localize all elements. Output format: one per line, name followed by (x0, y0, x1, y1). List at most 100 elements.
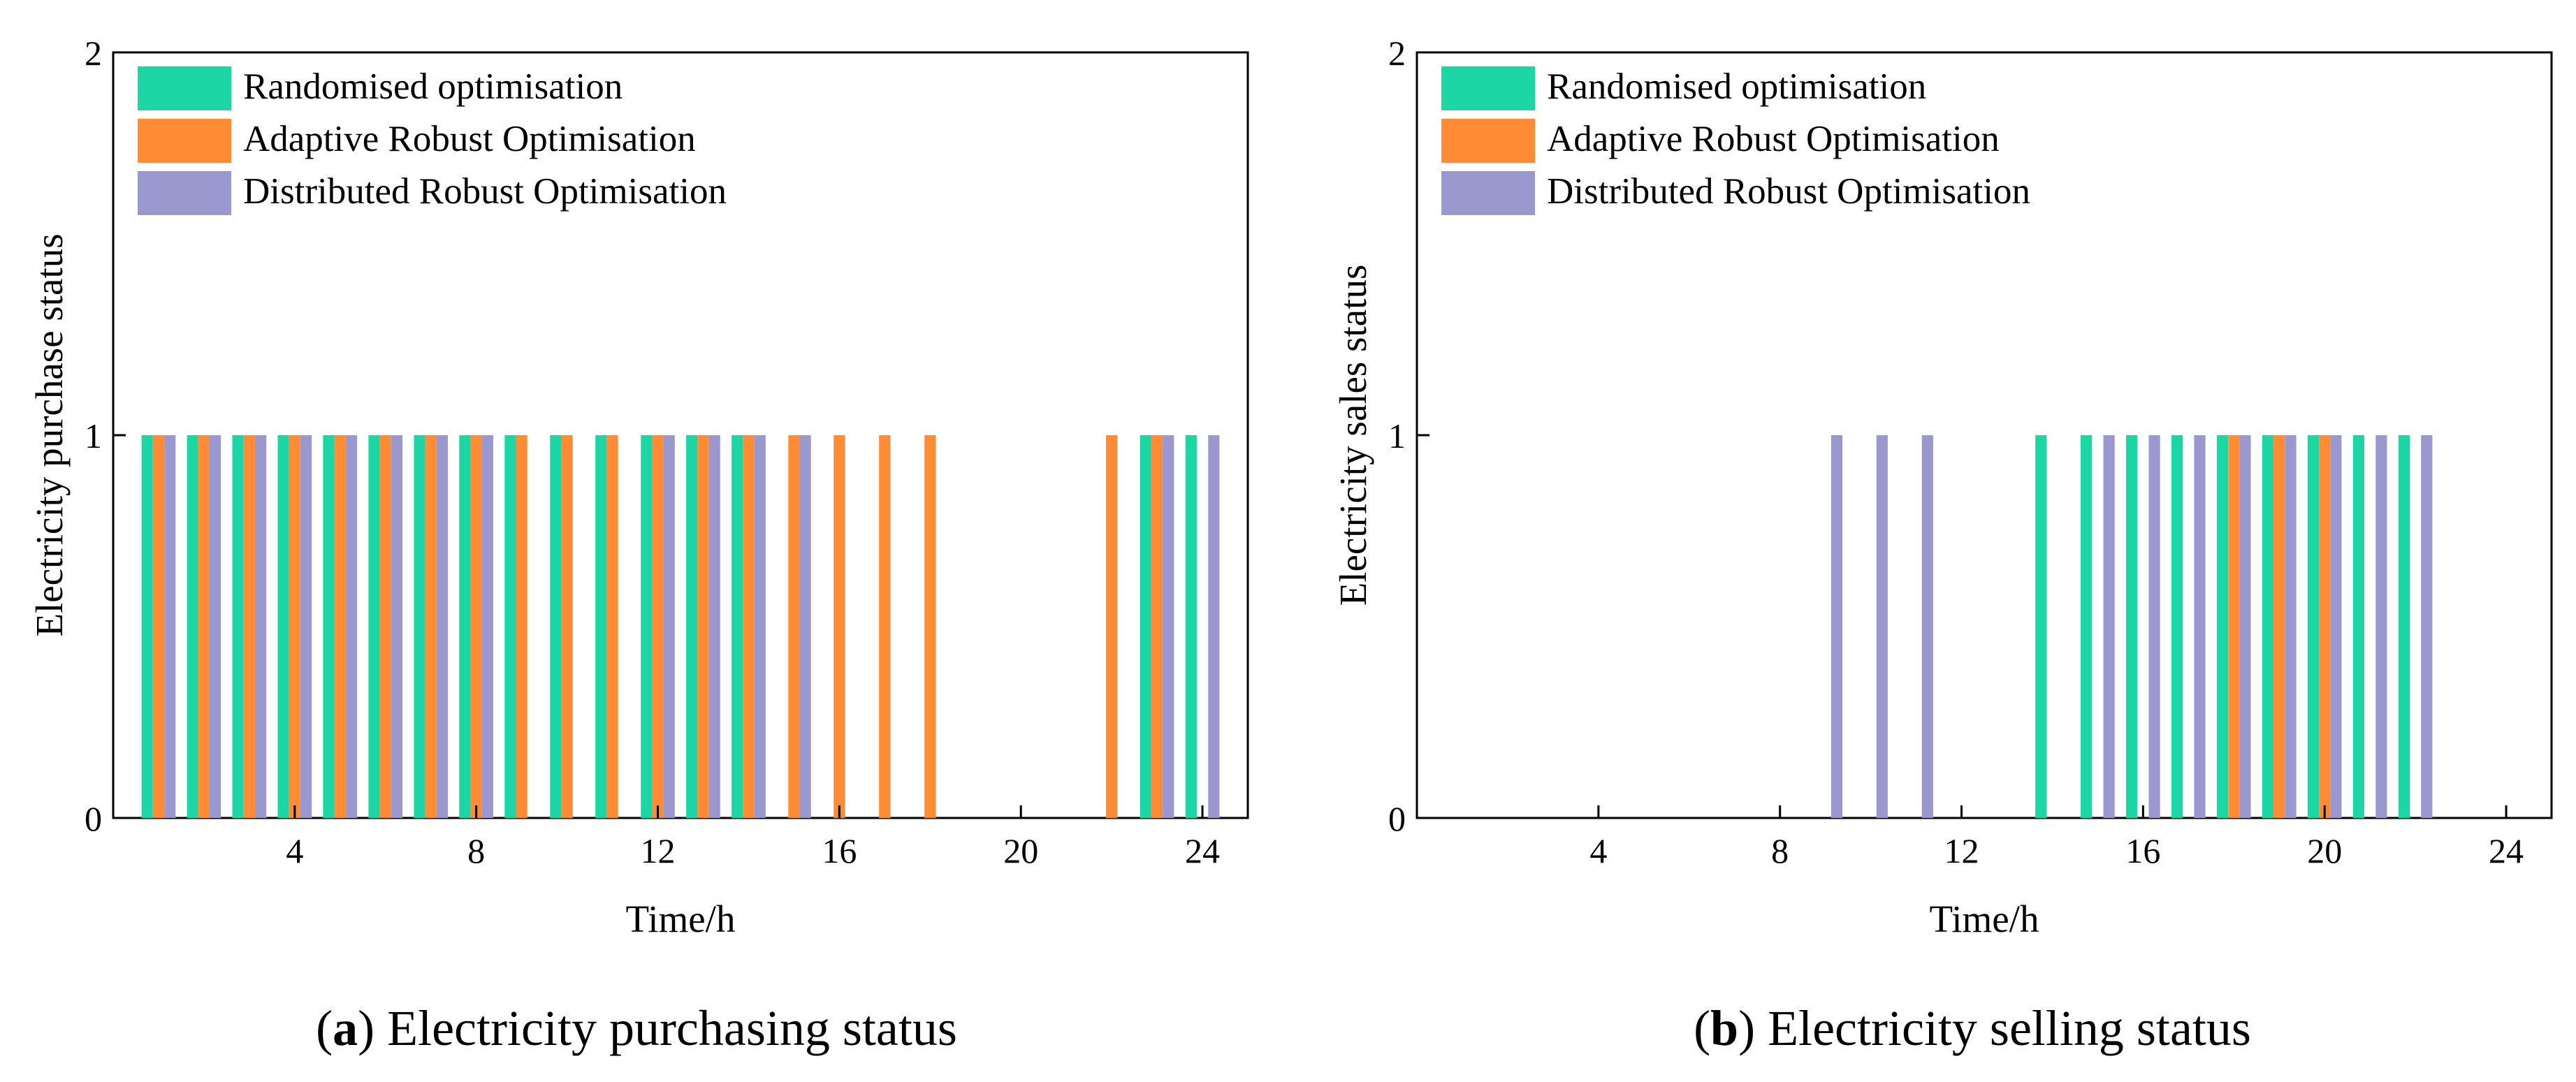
y-axis-label: Electricity sales status (1332, 265, 1374, 606)
caption-letter: b (1710, 1000, 1738, 1056)
bar-randomised-h19 (2262, 435, 2274, 818)
bar-distributed-h5 (345, 435, 358, 818)
bar-distributed-h22 (2421, 435, 2433, 818)
bar-randomised-h17 (2171, 435, 2183, 818)
bar-distributed-h15 (799, 435, 811, 818)
bar-adaptive-h23 (1151, 435, 1163, 818)
legend-swatch-randomised (1441, 66, 1535, 110)
caption-open: ( (316, 1000, 333, 1056)
x-axis-label: Time/h (1930, 898, 2039, 940)
bar-randomised-h21 (2352, 435, 2364, 818)
bar-distributed-h11 (1921, 435, 1933, 818)
bar-adaptive-h4 (289, 435, 300, 818)
bar-distributed-h19 (2285, 435, 2297, 818)
legend-label-adaptive: Adaptive Robust Optimisation (243, 119, 696, 159)
bar-adaptive-h12 (652, 435, 664, 818)
bar-randomised-h13 (686, 435, 698, 818)
legend-label-distributed: Distributed Robust Optimisation (243, 171, 727, 212)
y-tick-label: 0 (1388, 799, 1406, 838)
x-tick-label: 12 (1944, 831, 1979, 870)
bar-distributed-h1 (164, 435, 176, 818)
x-tick-label: 20 (2307, 831, 2342, 870)
caption-text: Electricity selling status (1755, 1000, 2251, 1056)
bar-randomised-h15 (2081, 435, 2093, 818)
x-tick-label: 20 (1003, 831, 1038, 870)
bar-distributed-h9 (1831, 435, 1842, 818)
x-tick-label: 8 (1771, 831, 1789, 870)
bar-adaptive-h20 (2319, 435, 2331, 818)
bar-adaptive-h15 (788, 435, 800, 818)
y-tick-label: 1 (85, 416, 102, 455)
bar-distributed-h20 (2330, 435, 2342, 818)
bar-randomised-h6 (368, 435, 380, 818)
bar-adaptive-h22 (1106, 435, 1118, 818)
panel-caption: (b) Electricity selling status (1694, 1000, 2251, 1056)
y-tick-label: 2 (85, 34, 102, 73)
bar-distributed-h18 (2239, 435, 2251, 818)
bar-adaptive-h6 (379, 435, 391, 818)
bar-randomised-h14 (2035, 435, 2047, 818)
x-tick-label: 4 (286, 831, 303, 870)
caption-close: ) (358, 1000, 374, 1056)
bar-adaptive-h8 (470, 435, 482, 818)
x-tick-label: 24 (1185, 831, 1220, 870)
bar-distributed-h16 (2148, 435, 2160, 818)
bar-randomised-h7 (414, 435, 425, 818)
legend-label-adaptive: Adaptive Robust Optimisation (1547, 119, 2000, 159)
bar-adaptive-h5 (334, 435, 346, 818)
bar-adaptive-h16 (834, 435, 845, 818)
bar-randomised-h24 (1185, 435, 1197, 818)
bar-distributed-h13 (708, 435, 720, 818)
bar-distributed-h12 (663, 435, 675, 818)
bar-distributed-h2 (210, 435, 221, 818)
x-tick-label: 16 (822, 831, 857, 870)
bar-randomised-h9 (504, 435, 516, 818)
bar-randomised-h1 (141, 435, 153, 818)
legend-swatch-distributed (138, 171, 231, 215)
bar-distributed-h14 (754, 435, 766, 818)
bar-adaptive-h17 (879, 435, 891, 818)
bar-adaptive-h9 (516, 435, 527, 818)
bar-distributed-h10 (1876, 435, 1888, 818)
bar-distributed-h23 (1163, 435, 1174, 818)
bar-distributed-h3 (255, 435, 267, 818)
legend-swatch-distributed (1441, 171, 1535, 215)
bar-randomised-h14 (732, 435, 743, 818)
bar-randomised-h8 (459, 435, 471, 818)
bar-adaptive-h2 (198, 435, 210, 818)
bars (1831, 435, 2433, 818)
bar-randomised-h4 (277, 435, 289, 818)
bar-randomised-h23 (1140, 435, 1151, 818)
bar-distributed-h8 (481, 435, 493, 818)
y-tick-label: 2 (1388, 34, 1406, 73)
bar-adaptive-h18 (924, 435, 936, 818)
x-tick-label: 4 (1589, 831, 1607, 870)
bar-distributed-h24 (1208, 435, 1220, 818)
caption-letter: a (333, 1000, 358, 1056)
bar-adaptive-h19 (2273, 435, 2285, 818)
legend-label-randomised: Randomised optimisation (243, 66, 623, 107)
x-tick-label: 16 (2125, 831, 2160, 870)
x-tick-label: 24 (2489, 831, 2524, 870)
legend-label-distributed: Distributed Robust Optimisation (1547, 171, 2030, 212)
panel-caption: (a) Electricity purchasing status (316, 1000, 957, 1056)
x-tick-label: 12 (641, 831, 676, 870)
caption-text: Electricity purchasing status (374, 1000, 957, 1056)
legend-label-randomised: Randomised optimisation (1547, 66, 1926, 107)
bar-randomised-h11 (595, 435, 607, 818)
caption-open: ( (1694, 1000, 1710, 1056)
legend: Randomised optimisation Adaptive Robust … (138, 66, 727, 215)
caption-close: ) (1738, 1000, 1755, 1056)
bar-adaptive-h3 (243, 435, 255, 818)
bar-adaptive-h11 (606, 435, 618, 818)
bar-adaptive-h1 (152, 435, 164, 818)
y-tick-label: 0 (85, 799, 102, 838)
bar-adaptive-h10 (561, 435, 573, 818)
bar-randomised-h22 (2398, 435, 2410, 818)
bar-adaptive-h18 (2228, 435, 2240, 818)
bar-adaptive-h14 (743, 435, 755, 818)
